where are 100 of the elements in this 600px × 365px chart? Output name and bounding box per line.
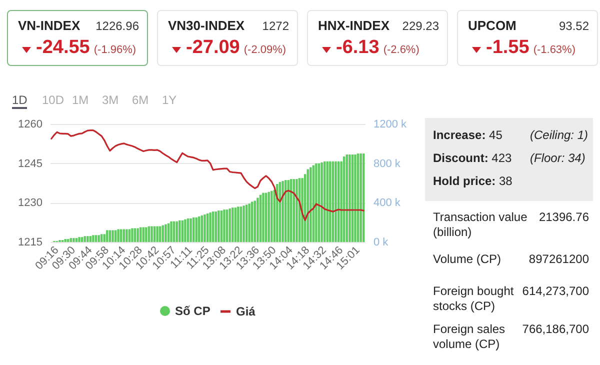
text: 10D <box>42 93 64 107</box>
text: -24.55 <box>36 37 90 58</box>
y2-tick-label: 0 k <box>374 236 389 248</box>
bar <box>100 234 103 242</box>
bar <box>248 204 250 242</box>
y-tick-label: 1215 <box>18 236 42 248</box>
text: 38 <box>498 174 512 188</box>
bar <box>354 154 356 242</box>
bar <box>86 236 89 242</box>
bar <box>254 200 256 242</box>
bar <box>136 228 139 242</box>
bar <box>306 169 309 242</box>
text: 21396.76 <box>538 210 589 224</box>
text: 3M <box>102 93 119 107</box>
text: HNX-INDEX <box>318 18 390 33</box>
bar <box>145 227 148 242</box>
bar <box>315 163 318 242</box>
text: Foreign bought stocks (CP) <box>433 284 514 313</box>
y-tick-label: 1245 <box>18 158 42 170</box>
bar <box>226 210 228 242</box>
text: 1226.96 <box>96 19 139 33</box>
text: 1D <box>12 93 28 109</box>
text: 1Y <box>162 93 177 107</box>
text: (Floor: 34) <box>530 151 586 165</box>
text: 766,186,700 <box>522 322 589 336</box>
text: 423 <box>490 151 512 165</box>
bar <box>209 212 212 242</box>
bar <box>237 206 240 242</box>
bar <box>131 228 134 242</box>
bar <box>94 235 98 242</box>
bar <box>190 218 192 242</box>
text: VN30-INDEX <box>168 18 245 33</box>
bar <box>206 213 209 242</box>
text: Volume (CP) <box>433 252 502 267</box>
legend-label: Số CP <box>175 304 210 318</box>
text: -6.13 <box>336 37 380 58</box>
bar <box>198 216 200 242</box>
y2-tick-label: 800 k <box>374 158 401 170</box>
bar <box>240 206 242 242</box>
bar <box>262 192 264 242</box>
bar <box>228 208 231 242</box>
bar <box>78 237 80 242</box>
bar <box>212 212 214 242</box>
text: -1.55 <box>486 37 530 58</box>
bar <box>67 239 70 242</box>
bar <box>348 154 351 242</box>
y2-tick-label: 1200 k <box>374 118 408 130</box>
bar <box>223 210 226 242</box>
bar <box>301 178 304 242</box>
bar <box>106 230 108 242</box>
bar <box>245 204 248 242</box>
bar <box>92 235 94 242</box>
bar <box>176 221 178 242</box>
bar <box>117 229 120 242</box>
text: UPCOM <box>468 18 516 33</box>
text: -27.09 <box>186 37 240 58</box>
bar <box>122 229 125 242</box>
bar <box>170 221 172 242</box>
bar <box>108 230 112 242</box>
text: VN-INDEX <box>18 18 80 33</box>
bar <box>114 230 117 242</box>
bar <box>89 236 92 242</box>
text: 1272 <box>262 19 289 33</box>
bar <box>103 234 106 242</box>
bar <box>64 239 66 242</box>
text: 614,273,700 <box>522 284 589 298</box>
bar <box>268 192 270 242</box>
bar <box>120 229 122 242</box>
bar <box>150 226 153 242</box>
bar <box>360 154 362 242</box>
text: Discount: <box>433 151 488 165</box>
y-tick-label: 1260 <box>18 118 42 130</box>
bar <box>128 229 131 242</box>
text: (-1.96%) <box>94 44 136 56</box>
bar <box>276 184 278 242</box>
bar <box>156 226 158 242</box>
text: (-2.6%) <box>383 44 420 56</box>
text: Increase: <box>433 128 486 142</box>
line-series <box>50 129 364 222</box>
text: 6M <box>132 93 149 107</box>
bar <box>334 161 337 242</box>
bar <box>220 210 223 242</box>
bar <box>126 229 128 242</box>
bar <box>218 210 220 242</box>
bar <box>282 181 284 242</box>
bar <box>250 202 254 242</box>
bar <box>214 212 217 242</box>
bar <box>84 236 86 242</box>
legend-label: Giá <box>236 304 256 318</box>
text: Foreign sales volume (CP) <box>433 322 506 351</box>
bar <box>195 217 198 242</box>
bar <box>320 162 323 242</box>
bar <box>256 198 259 242</box>
text: 897261200 <box>528 252 589 266</box>
text: Hold price: <box>433 174 496 188</box>
bar <box>231 208 234 242</box>
text: 1M <box>72 93 89 107</box>
bar <box>184 219 186 242</box>
bar <box>329 161 332 242</box>
bar <box>204 214 206 242</box>
